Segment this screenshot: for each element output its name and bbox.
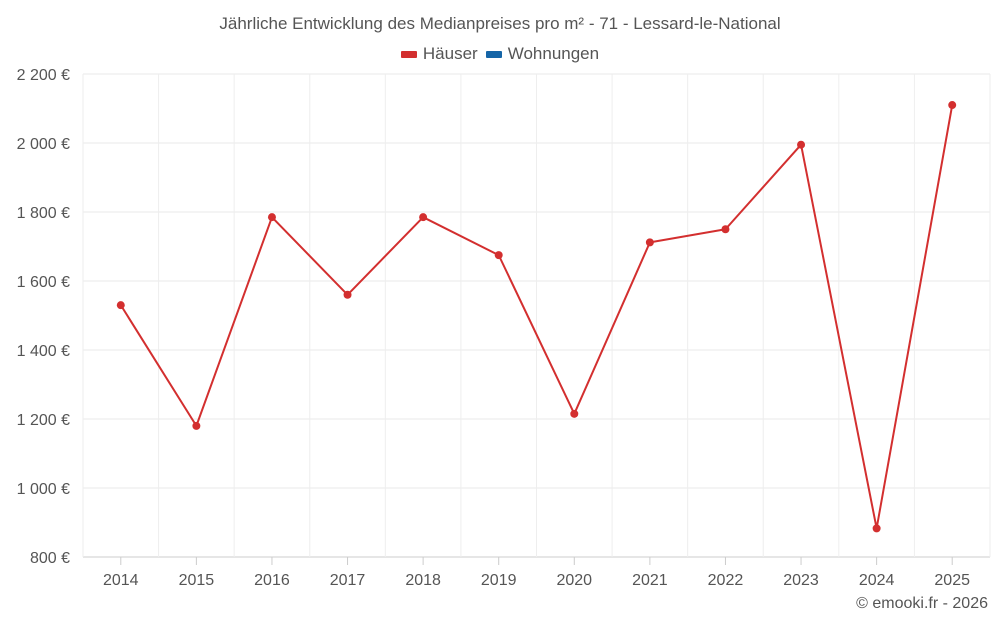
legend-swatch-houses [400, 50, 417, 58]
data-point-2021 [645, 238, 654, 247]
x-tick-label: 2018 [405, 572, 441, 589]
y-tick-label: 800 € [30, 550, 70, 567]
x-tick-label: 2016 [254, 572, 290, 589]
x-tick-label: 2024 [859, 572, 895, 589]
y-tick-label: 1 600 € [17, 274, 70, 291]
legend-swatch-apartments [485, 50, 502, 58]
y-tick-label: 1 800 € [17, 205, 70, 222]
y-tick-label: 2 000 € [17, 136, 70, 153]
y-tick-label: 1 400 € [17, 343, 70, 360]
data-point-2020 [570, 409, 579, 418]
data-point-2024 [872, 524, 881, 533]
series-line-houses [119, 104, 954, 530]
data-point-2025 [948, 101, 957, 110]
legend-item-apartments[interactable]: Wohnungen [485, 44, 600, 64]
x-tick-label: 2025 [934, 572, 970, 589]
x-tick-label: 2015 [179, 572, 215, 589]
legend: Häuser Wohnungen [0, 44, 1000, 64]
legend-label-apartments: Wohnungen [507, 44, 600, 63]
x-tick-label: 2022 [708, 572, 744, 589]
y-tick-label: 2 200 € [17, 67, 70, 84]
data-point-2018 [419, 213, 428, 222]
y-tick-label: 1 000 € [17, 481, 70, 498]
credit-text: © emooki.fr - 2026 [856, 595, 988, 612]
legend-item-houses[interactable]: Häuser [400, 44, 478, 64]
x-tick-label: 2023 [783, 572, 819, 589]
x-tick-label: 2017 [330, 572, 366, 589]
x-tick-label: 2021 [632, 572, 668, 589]
y-tick-label: 1 200 € [17, 412, 70, 429]
legend-label-houses: Häuser [422, 44, 478, 63]
x-tick-label: 2014 [103, 572, 139, 589]
chart-title: Jährliche Entwicklung des Medianpreises … [219, 14, 781, 33]
data-point-2014 [116, 301, 125, 310]
data-point-2022 [721, 225, 730, 234]
x-tick-label: 2019 [481, 572, 517, 589]
data-point-2023 [797, 140, 806, 149]
data-point-2015 [192, 421, 201, 430]
data-point-2017 [343, 290, 352, 299]
x-tick-label: 2020 [556, 572, 592, 589]
data-point-2016 [267, 213, 276, 222]
data-point-2019 [494, 251, 503, 260]
